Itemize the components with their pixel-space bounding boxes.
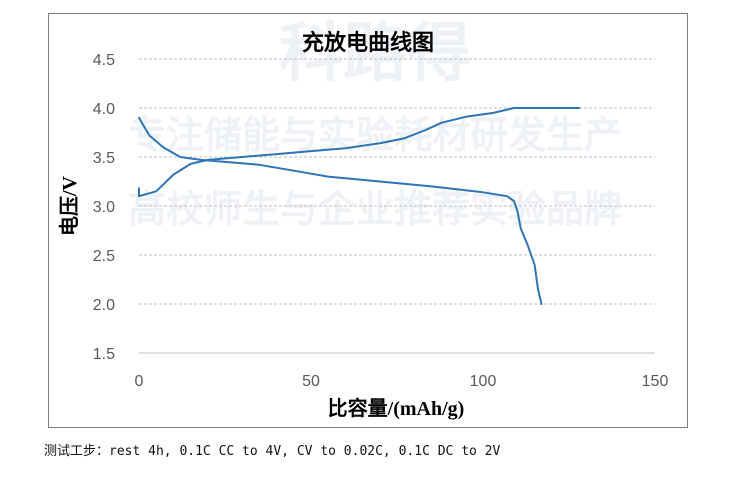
y-tick-label: 1.5	[93, 346, 115, 363]
y-tick-label: 3.0	[93, 199, 115, 216]
y-tick-label: 2.5	[93, 248, 115, 265]
x-tick-label: 50	[302, 373, 320, 390]
y-axis-label: 电压/V	[58, 175, 81, 236]
discharge-curve	[138, 116, 543, 305]
chart-frame	[48, 13, 688, 428]
series-lines	[138, 107, 581, 305]
x-tick-label: 150	[642, 373, 669, 390]
y-tick-label: 2.0	[93, 297, 115, 314]
charge-curve	[138, 107, 581, 198]
watermark-line: 科路得	[279, 17, 471, 91]
x-tick-label: 100	[470, 373, 497, 390]
y-tick-label: 4.0	[93, 101, 115, 118]
y-tick-label: 3.5	[93, 150, 115, 167]
grid-lines	[139, 58, 655, 354]
watermark-line: 专注储能与实验耗材研发生产	[128, 113, 622, 157]
chart-title: 充放电曲线图	[302, 30, 434, 55]
y-tick-labels: 1.5 2.0 2.5 3.0 3.5 4.0 4.5	[93, 52, 115, 363]
y-tick-label: 4.5	[93, 52, 115, 69]
x-tick-labels: 0 50 100 150	[135, 373, 669, 390]
test-procedure-caption: 测试工步：rest 4h, 0.1C CC to 4V, CV to 0.02C…	[44, 444, 501, 459]
x-axis-label: 比容量/(mAh/g)	[328, 396, 465, 420]
watermark-line: 高校师生与企业推荐实验品牌	[128, 187, 622, 231]
x-tick-label: 0	[135, 373, 144, 390]
